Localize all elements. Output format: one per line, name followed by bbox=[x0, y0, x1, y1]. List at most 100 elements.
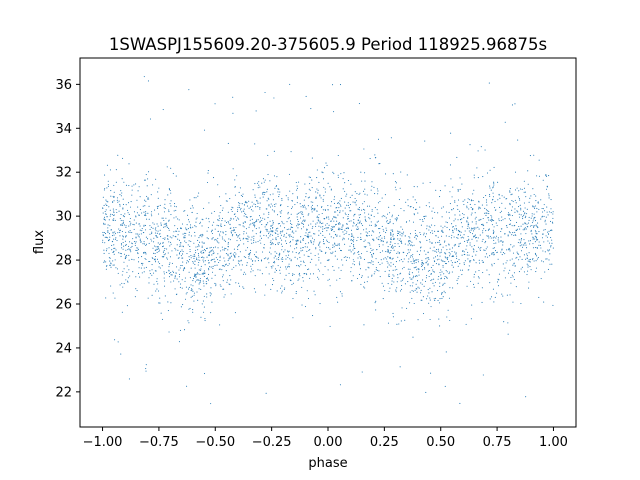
data-point bbox=[535, 200, 537, 202]
data-point bbox=[125, 279, 127, 281]
data-point bbox=[254, 224, 256, 226]
data-point bbox=[520, 225, 522, 227]
data-point bbox=[489, 298, 491, 300]
data-point bbox=[162, 246, 164, 248]
data-point bbox=[117, 272, 119, 274]
data-point bbox=[252, 263, 254, 265]
data-point bbox=[158, 248, 160, 250]
data-point bbox=[157, 191, 159, 193]
data-point bbox=[249, 224, 251, 226]
data-point bbox=[492, 237, 494, 239]
data-point bbox=[135, 276, 137, 278]
data-point bbox=[526, 273, 528, 276]
data-point bbox=[542, 233, 544, 235]
data-point bbox=[254, 143, 256, 145]
data-point bbox=[455, 244, 457, 246]
data-point bbox=[340, 197, 342, 200]
data-point bbox=[533, 154, 535, 156]
data-point bbox=[357, 219, 359, 221]
data-point bbox=[211, 232, 213, 235]
data-point bbox=[488, 82, 490, 84]
data-point bbox=[119, 231, 121, 233]
data-point bbox=[452, 255, 454, 257]
data-point bbox=[492, 247, 494, 249]
data-point bbox=[416, 234, 418, 236]
data-point bbox=[178, 269, 180, 271]
data-point bbox=[311, 204, 313, 206]
data-point bbox=[257, 269, 259, 271]
data-point bbox=[106, 164, 108, 166]
data-point bbox=[460, 222, 463, 224]
data-point bbox=[265, 392, 267, 394]
data-point bbox=[252, 189, 254, 191]
data-point bbox=[291, 231, 293, 233]
data-point bbox=[401, 242, 403, 244]
data-point bbox=[201, 273, 203, 275]
data-point bbox=[184, 210, 186, 212]
data-point bbox=[364, 239, 366, 241]
data-point bbox=[546, 206, 548, 208]
data-point bbox=[510, 194, 512, 196]
data-point bbox=[532, 188, 534, 190]
data-point bbox=[467, 222, 469, 224]
data-point bbox=[492, 186, 494, 188]
data-point bbox=[277, 223, 279, 225]
data-point bbox=[473, 245, 475, 247]
data-point bbox=[369, 205, 371, 207]
data-point bbox=[184, 235, 186, 237]
data-point bbox=[287, 199, 289, 201]
data-point bbox=[153, 283, 155, 285]
data-point bbox=[379, 200, 381, 203]
data-point bbox=[119, 194, 121, 196]
data-point bbox=[461, 218, 463, 220]
data-point bbox=[371, 249, 373, 252]
data-point bbox=[415, 266, 417, 268]
data-point bbox=[312, 226, 314, 228]
data-point bbox=[535, 255, 538, 257]
data-point bbox=[223, 265, 225, 267]
data-point bbox=[395, 291, 397, 293]
data-point bbox=[314, 233, 316, 235]
data-point bbox=[435, 235, 437, 237]
data-point bbox=[265, 228, 267, 230]
data-point bbox=[414, 267, 416, 269]
data-point bbox=[531, 233, 533, 235]
data-point bbox=[240, 239, 242, 241]
data-point bbox=[271, 284, 274, 286]
data-point bbox=[194, 235, 196, 237]
data-point bbox=[183, 268, 185, 270]
data-point bbox=[109, 260, 111, 262]
data-point bbox=[199, 235, 201, 237]
data-point bbox=[140, 267, 142, 269]
data-point bbox=[489, 235, 491, 237]
data-point bbox=[176, 293, 178, 295]
data-point bbox=[414, 208, 417, 211]
data-point bbox=[266, 229, 268, 231]
data-point bbox=[129, 241, 131, 243]
data-point bbox=[121, 223, 123, 225]
data-point bbox=[493, 219, 495, 222]
data-point bbox=[245, 228, 247, 230]
data-point bbox=[427, 257, 430, 259]
data-point bbox=[473, 230, 475, 232]
data-point bbox=[489, 282, 491, 284]
data-point bbox=[229, 275, 231, 277]
data-point bbox=[317, 268, 319, 270]
data-point bbox=[426, 225, 428, 227]
data-point bbox=[120, 190, 122, 192]
data-point bbox=[301, 222, 303, 224]
data-point bbox=[528, 219, 530, 221]
data-point bbox=[112, 201, 114, 203]
data-point bbox=[170, 205, 172, 207]
data-point bbox=[538, 208, 540, 210]
data-point bbox=[456, 229, 458, 231]
data-point bbox=[300, 236, 302, 238]
data-point bbox=[247, 235, 249, 237]
data-point bbox=[278, 222, 281, 225]
data-point bbox=[522, 218, 524, 220]
data-point bbox=[263, 244, 265, 246]
data-point bbox=[546, 236, 549, 238]
data-point bbox=[519, 245, 521, 247]
data-point bbox=[150, 194, 152, 196]
data-point bbox=[445, 221, 447, 223]
